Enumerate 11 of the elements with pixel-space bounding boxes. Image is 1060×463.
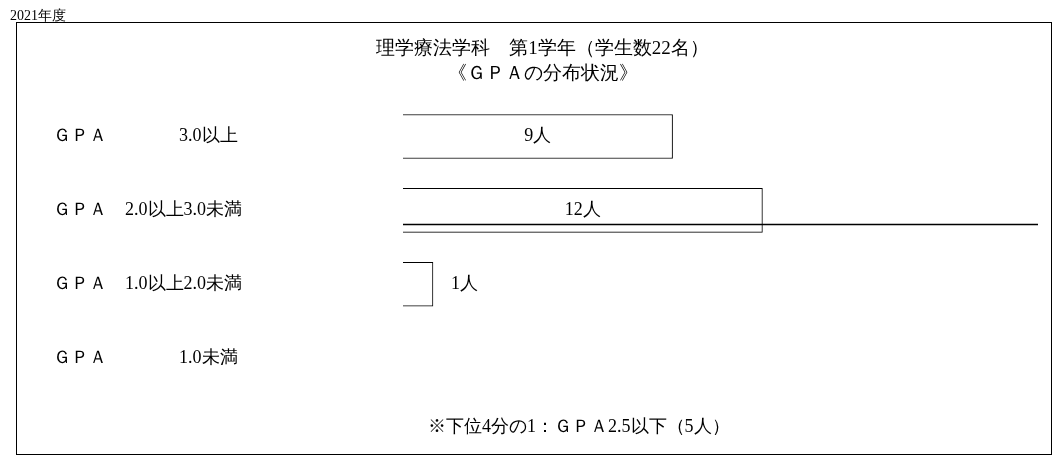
y-tick-label: ＧＰＡ 1.0以上2.0未満 — [53, 272, 242, 293]
y-tick-label: ＧＰＡ 2.0以上3.0未満 — [53, 199, 242, 220]
text: ※下位4分の1：ＧＰＡ2.5以下（5人） — [428, 415, 730, 436]
y-tick-label: ＧＰＡ 1.0未満 — [53, 346, 238, 367]
y-tick-label: ＧＰＡ 3.0以上 — [53, 125, 238, 146]
chart-title: 理学療法学科 第1学年（学生数22名） — [376, 37, 709, 59]
chart-subtitle: 《ＧＰＡの分布状況》 — [447, 62, 638, 84]
data-label: 9人 — [524, 125, 552, 146]
data-label: 12人 — [564, 199, 601, 220]
text: 2021年度 — [10, 7, 66, 23]
data-label: 1人 — [450, 272, 478, 293]
